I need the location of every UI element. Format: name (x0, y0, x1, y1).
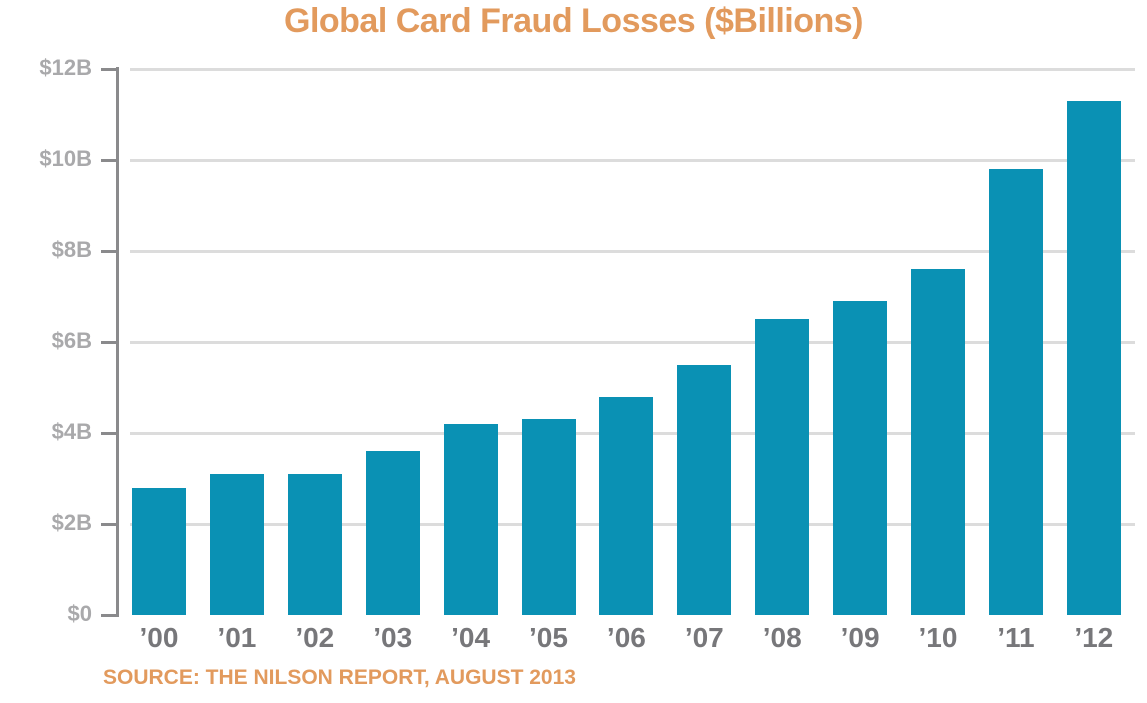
bar (833, 301, 888, 615)
bar (132, 487, 186, 615)
bar (521, 419, 576, 615)
y-tick-mark (101, 250, 118, 253)
y-tick-label: $8B (51, 237, 92, 262)
bar (755, 319, 810, 615)
bar (443, 423, 498, 615)
y-tick-label: $0 (67, 601, 92, 626)
x-tick-label: ’02 (295, 622, 335, 653)
x-tick-label: ’03 (373, 622, 413, 653)
y-tick-label: $2B (51, 510, 92, 535)
y-tick-mark (101, 159, 118, 162)
y-tick-label: $6B (51, 328, 92, 353)
gridline (130, 250, 1135, 253)
y-tick-label: $10B (39, 146, 92, 171)
y-tick-mark (101, 523, 118, 526)
gridline (130, 68, 1135, 71)
x-tick-label: ’09 (840, 622, 880, 653)
y-tick-label: $12B (39, 55, 92, 80)
y-axis-line (116, 67, 119, 617)
x-tick-label: ’07 (684, 622, 724, 653)
bar (287, 473, 342, 615)
y-tick-mark (101, 68, 118, 71)
y-tick-mark (101, 432, 118, 435)
gridline (130, 341, 1135, 344)
chart-title: Global Card Fraud Losses ($Billions) (284, 2, 864, 40)
x-tick-label: ’00 (139, 622, 179, 653)
bar (677, 364, 732, 615)
y-tick-mark (101, 341, 118, 344)
bar (988, 169, 1043, 615)
bar (1066, 100, 1121, 615)
source-note: SOURCE: THE NILSON REPORT, AUGUST 2013 (103, 666, 576, 689)
bar (911, 269, 965, 615)
bar (209, 473, 264, 615)
x-tick-label: ’06 (606, 622, 646, 653)
bar (599, 396, 654, 615)
x-tick-label: ’11 (997, 622, 1035, 653)
y-tick-label: $4B (51, 419, 92, 444)
x-tick-label: ’04 (451, 622, 491, 653)
x-tick-label: ’05 (529, 622, 568, 653)
bar (365, 451, 420, 615)
y-tick-mark (101, 614, 118, 617)
x-tick-label: ’08 (762, 622, 802, 653)
gridline (130, 159, 1135, 162)
x-tick-label: ’10 (918, 622, 958, 653)
x-tick-label: ’01 (217, 622, 257, 653)
x-tick-label: ’12 (1074, 622, 1114, 653)
